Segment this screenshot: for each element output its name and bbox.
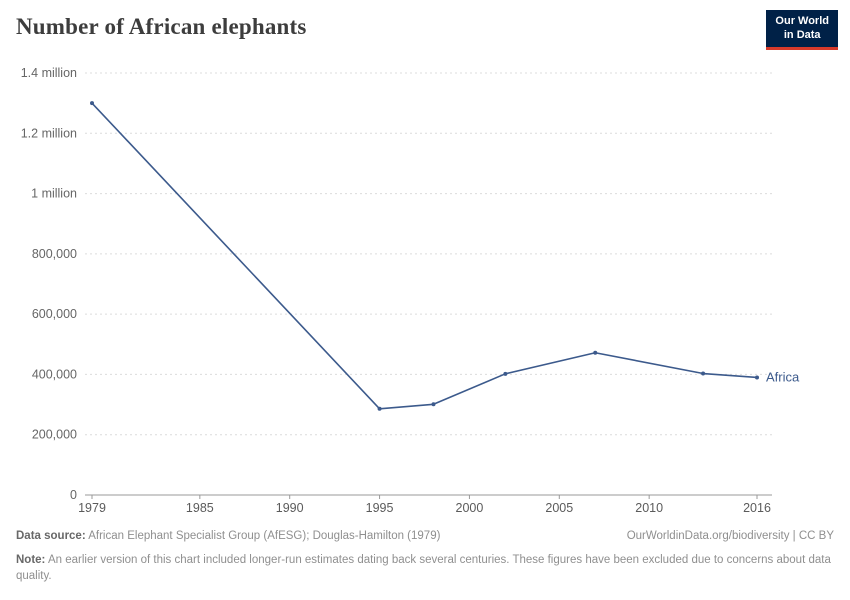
data-source-text: African Elephant Specialist Group (AfESG…	[85, 530, 441, 542]
series-end-label: Africa	[766, 369, 800, 384]
chart-footer: Data source: African Elephant Specialist…	[16, 528, 834, 585]
y-tick-label: 1 million	[31, 187, 77, 201]
owid-logo-line2: in Data	[783, 28, 821, 41]
footer-note: Note: An earlier version of this chart i…	[16, 552, 834, 585]
x-tick-label: 1990	[276, 501, 304, 515]
data-point	[503, 371, 508, 376]
data-point	[593, 350, 598, 355]
data-point	[377, 406, 382, 411]
x-tick-label: 2016	[743, 501, 771, 515]
data-source-label: Data source:	[16, 530, 86, 542]
x-tick-label: 1985	[186, 501, 214, 515]
x-tick-label: 2010	[635, 501, 663, 515]
data-point	[755, 375, 759, 380]
x-tick-label: 2000	[456, 501, 484, 515]
series-line	[91, 102, 758, 410]
data-point	[431, 402, 436, 407]
data-point	[90, 101, 94, 106]
x-tick-label: 2005	[545, 501, 573, 515]
data-source-line: Data source: African Elephant Specialist…	[16, 528, 440, 545]
y-tick-label: 600,000	[32, 307, 77, 321]
note-label: Note:	[16, 553, 46, 566]
y-tick-label: 200,000	[32, 428, 77, 442]
note-text: An earlier version of this chart include…	[16, 553, 831, 583]
x-tick-label: 1995	[366, 501, 394, 515]
owid-logo[interactable]: Our World in Data	[766, 10, 838, 50]
x-tick-label: 1979	[78, 501, 106, 515]
y-tick-label: 800,000	[32, 247, 77, 261]
footer-source-row: Data source: African Elephant Specialist…	[16, 528, 834, 545]
credit-link[interactable]: OurWorldinData.org/biodiversity | CC BY	[626, 530, 834, 542]
y-tick-label: 0	[70, 488, 77, 502]
y-tick-label: 1.4 million	[21, 66, 77, 80]
y-tick-label: 400,000	[32, 367, 77, 381]
data-point	[701, 371, 706, 376]
y-tick-label: 1.2 million	[21, 126, 77, 140]
owid-logo-line1: Our World	[775, 15, 829, 27]
page-title: Number of African elephants	[16, 14, 307, 39]
